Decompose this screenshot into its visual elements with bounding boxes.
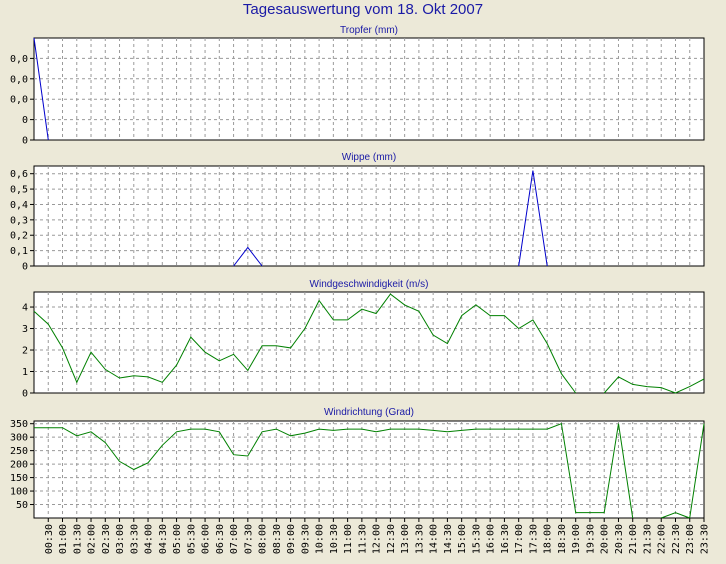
panel-wippe-ytick-label: 0	[22, 262, 28, 273]
panel-windgeschwindigkeit-ytick-label: 0	[22, 389, 28, 400]
panel-windrichtung-ytick-label: 250	[10, 446, 28, 457]
panel-tropfer-ytick-label: 0	[22, 136, 28, 147]
x-tick-label: 00:30	[44, 524, 55, 554]
x-tick-label: 05:30	[186, 524, 197, 554]
x-tick-label: 13:00	[400, 524, 411, 554]
x-tick-label: 21:00	[628, 524, 639, 554]
panel-windrichtung-ytick-label: 50	[16, 500, 28, 511]
x-tick-label: 16:30	[500, 524, 511, 554]
x-tick-label: 01:30	[72, 524, 83, 554]
x-tick-label: 14:00	[429, 524, 440, 554]
panel-tropfer-series-line	[33, 37, 49, 141]
panel-wippe-plot-area	[33, 165, 705, 267]
x-tick-label: 04:30	[158, 524, 169, 554]
panel-wippe-ytick-label: 0,5	[10, 185, 28, 196]
panel-windgeschwindigkeit-ytick-label: 2	[22, 346, 28, 357]
x-tick-label: 18:00	[543, 524, 554, 554]
panel-windgeschwindigkeit-series-line	[603, 376, 705, 394]
x-tick-label: 17:30	[528, 524, 539, 554]
panel-wippe-ytick-label: 0,6	[10, 169, 28, 180]
panel-windgeschwindigkeit-series-line	[33, 293, 577, 394]
x-tick-label: 16:00	[486, 524, 497, 554]
panel-wippe-ytick-label: 0,1	[10, 246, 28, 257]
panel-tropfer-plot-area	[33, 37, 705, 141]
x-tick-label: 04:00	[144, 524, 155, 554]
panel-windrichtung-ytick-label: 100	[10, 487, 28, 498]
panel-wippe-series-line	[518, 170, 548, 267]
x-tick-label: 05:00	[172, 524, 183, 554]
panel-windgeschwindigkeit-ytick-label: 1	[22, 367, 28, 378]
x-tick-label: 15:00	[457, 524, 468, 554]
panel-wippe-ytick-label: 0,3	[10, 215, 28, 226]
panel-wippe-ytick-label: 0,4	[10, 200, 28, 211]
x-tick-label: 13:30	[414, 524, 425, 554]
x-tick-label: 07:30	[243, 524, 254, 554]
x-tick-label: 10:30	[329, 524, 340, 554]
panel-windrichtung-ytick-label: 350	[10, 419, 28, 430]
x-tick-label: 08:30	[272, 524, 283, 554]
x-tick-label: 22:00	[657, 524, 668, 554]
panel-windrichtung-ytick-label: 150	[10, 473, 28, 484]
x-tick-label: 15:30	[471, 524, 482, 554]
x-tick-label: 03:30	[129, 524, 140, 554]
panel-wippe-series-line	[233, 246, 263, 267]
x-tick-label: 23:00	[685, 524, 696, 554]
x-tick-label: 22:30	[671, 524, 682, 554]
x-tick-label: 02:00	[87, 524, 98, 554]
x-tick-label: 06:30	[215, 524, 226, 554]
x-tick-label: 21:30	[642, 524, 653, 554]
panel-windrichtung-series-line	[661, 423, 705, 519]
x-tick-label: 17:00	[514, 524, 525, 554]
x-tick-label: 14:30	[443, 524, 454, 554]
panel-windrichtung-ytick-label: 200	[10, 460, 28, 471]
x-tick-label: 06:00	[201, 524, 212, 554]
x-tick-label: 12:30	[386, 524, 397, 554]
panel-tropfer-ytick-label: 0,0	[10, 74, 28, 85]
x-tick-label: 01:00	[58, 524, 69, 554]
x-tick-label: 10:00	[315, 524, 326, 554]
x-tick-label: 11:00	[343, 524, 354, 554]
panel-windgeschwindigkeit-ytick-label: 3	[22, 324, 28, 335]
panel-windrichtung-ytick-label: 300	[10, 433, 28, 444]
x-tick-label: 20:00	[600, 524, 611, 554]
x-tick-label: 11:30	[357, 524, 368, 554]
x-tick-label: 20:30	[614, 524, 625, 554]
x-tick-label: 09:30	[300, 524, 311, 554]
panel-tropfer-ytick-label: 0,0	[10, 54, 28, 65]
x-tick-label: 09:00	[286, 524, 297, 554]
x-tick-label: 23:30	[700, 524, 711, 554]
panel-windgeschwindigkeit-ytick-label: 4	[22, 303, 28, 314]
page-title: Tagesauswertung vom 18. Okt 2007	[242, 1, 484, 18]
panel-windgeschwindigkeit-title: Windgeschwindigkeit (m/s)	[310, 279, 429, 290]
panel-windrichtung-series-line	[34, 423, 634, 519]
panel-wippe-ytick-label: 0,2	[10, 231, 28, 242]
panel-tropfer-title: Tropfer (mm)	[340, 25, 398, 36]
x-tick-label: 08:00	[258, 524, 269, 554]
x-tick-label: 07:00	[229, 524, 240, 554]
x-tick-label: 19:00	[571, 524, 582, 554]
panel-windrichtung-title: Windrichtung (Grad)	[324, 407, 414, 418]
panel-windgeschwindigkeit-plot-area	[33, 291, 705, 394]
x-tick-label: 02:30	[101, 524, 112, 554]
x-tick-label: 12:00	[372, 524, 383, 554]
panel-wippe-title: Wippe (mm)	[342, 152, 396, 163]
x-tick-label: 18:30	[557, 524, 568, 554]
x-tick-label: 19:30	[585, 524, 596, 554]
x-tick-label: 03:00	[115, 524, 126, 554]
panel-tropfer-ytick-label: 0,0	[10, 95, 28, 106]
panel-tropfer-ytick-label: 0	[22, 115, 28, 126]
